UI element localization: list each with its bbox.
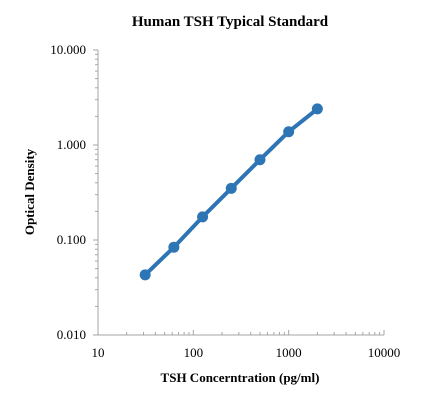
plot-area — [139, 103, 323, 281]
data-point — [139, 269, 151, 281]
data-point — [254, 154, 266, 166]
y-tick-label: 0.100 — [57, 232, 86, 247]
tick-marks — [93, 49, 385, 336]
y-tick-label: 1.000 — [57, 137, 86, 152]
data-point — [311, 103, 323, 115]
y-axis-label: Optical Density — [22, 148, 37, 235]
x-tick-label: 1000 — [276, 345, 302, 360]
data-point — [168, 241, 180, 253]
chart-title: Human TSH Typical Standard — [132, 14, 329, 30]
x-tick-label: 10 — [92, 345, 105, 360]
axes — [97, 50, 384, 336]
data-point — [225, 182, 237, 194]
x-tick-label: 100 — [184, 345, 204, 360]
y-tick-label: 0.010 — [57, 327, 86, 342]
data-point — [197, 211, 209, 223]
x-tick-label: 10000 — [368, 345, 401, 360]
x-axis-label: TSH Concerntration (pg/ml) — [161, 370, 320, 385]
y-tick-label: 10.000 — [50, 42, 86, 57]
data-point — [283, 126, 295, 138]
tick-labels: 0.010 0.100 1.000 10.000 10 100 1000 10000 — [50, 42, 400, 360]
